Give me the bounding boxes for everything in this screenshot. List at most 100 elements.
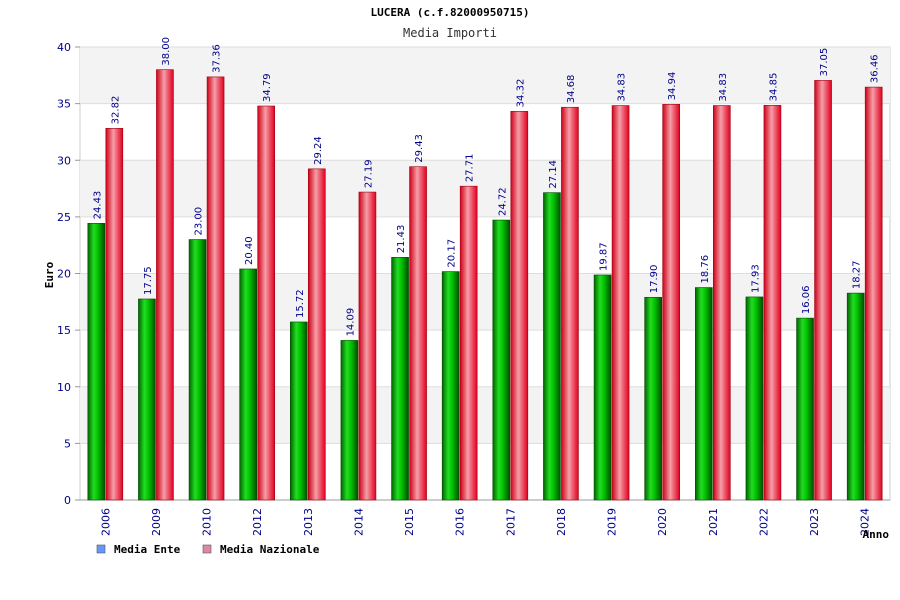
x-tick-label: 2010 [201, 508, 214, 536]
bar-media-ente-2022 [745, 296, 764, 501]
data-label: 37.05 [819, 48, 830, 77]
data-label: 27.19 [363, 159, 374, 188]
bar-media-nazionale-2020 [662, 104, 680, 501]
bar-media-nazionale-2022 [763, 105, 782, 501]
bar-media-nazionale-2013 [308, 168, 326, 501]
x-tick-label: 2009 [150, 508, 163, 536]
bar-media-ente-2006 [87, 223, 106, 501]
bar-media-nazionale-2014 [358, 191, 377, 501]
data-label: 34.32 [515, 79, 526, 108]
data-label: 34.79 [262, 73, 273, 102]
bar-media-ente-2019 [593, 274, 612, 501]
data-label: 29.43 [414, 134, 425, 163]
bar-media-nazionale-2016 [459, 185, 478, 501]
y-tick-label: 15 [57, 324, 71, 337]
chart-subtitle: Media Importi [403, 26, 497, 40]
x-tick-label: 2022 [757, 508, 770, 536]
bar-media-ente-2018 [543, 192, 561, 501]
bar-media-ente-2014 [340, 340, 359, 501]
y-tick-label: 0 [64, 494, 71, 507]
data-label: 34.83 [718, 73, 729, 102]
legend-swatch-media-nazionale [202, 544, 212, 554]
data-label: 14.09 [345, 308, 356, 337]
data-label: 34.83 [617, 73, 628, 102]
bar-media-nazionale-2009 [156, 69, 174, 501]
bar-media-nazionale-2006 [105, 128, 124, 501]
x-tick-label: 2016 [454, 508, 467, 536]
x-tick-label: 2014 [352, 508, 365, 536]
bar-media-ente-2015 [391, 257, 409, 501]
x-tick-label: 2023 [808, 508, 821, 536]
data-label: 19.87 [599, 242, 610, 271]
y-tick-label: 25 [57, 211, 71, 224]
bar-media-nazionale-2023 [814, 80, 832, 501]
x-tick-label: 2017 [504, 508, 517, 536]
bars [87, 69, 883, 501]
bar-media-nazionale-2018 [561, 106, 579, 501]
x-tick-label: 2021 [707, 508, 720, 536]
y-axis-ticks: 0 5 10 15 20 25 30 35 40 [57, 41, 80, 507]
data-label: 36.46 [870, 54, 881, 83]
x-tick-label: 2018 [555, 508, 568, 536]
y-tick-label: 5 [64, 437, 71, 450]
data-label: 24.72 [497, 187, 508, 216]
data-label: 21.43 [396, 225, 407, 254]
bar-media-nazionale-2012 [257, 105, 275, 501]
x-tick-label: 2013 [302, 508, 315, 536]
y-tick-label: 35 [57, 98, 71, 111]
legend: Media Ente Media Nazionale [96, 543, 320, 556]
legend-label-media-nazionale: Media Nazionale [220, 543, 320, 556]
x-tick-label: 2012 [251, 508, 264, 536]
y-tick-label: 20 [57, 268, 71, 281]
data-label: 29.24 [313, 136, 324, 165]
data-label: 27.14 [548, 160, 559, 189]
bar-media-ente-2020 [644, 296, 662, 501]
data-label: 27.71 [465, 154, 476, 183]
data-labels: 24.43 32.82 17.75 38.00 23.00 37.36 20.40 34.79… [92, 37, 880, 336]
data-label: 17.93 [750, 264, 761, 293]
data-label: 34.94 [667, 72, 678, 101]
y-tick-label: 10 [57, 381, 71, 394]
bar-media-ente-2023 [796, 317, 814, 501]
x-tick-label: 2024 [859, 508, 872, 536]
data-label: 38.00 [161, 37, 172, 66]
bar-media-nazionale-2024 [864, 86, 883, 501]
bar-media-nazionale-2019 [611, 105, 630, 501]
bar-media-ente-2017 [492, 219, 511, 501]
data-label: 20.17 [447, 239, 458, 268]
legend-swatch-media-ente [96, 544, 106, 554]
y-axis-label: Euro [43, 261, 56, 288]
data-label: 18.27 [852, 260, 863, 289]
data-label: 20.40 [244, 236, 255, 265]
x-tick-label: 2015 [403, 508, 416, 536]
bar-media-nazionale-2015 [409, 166, 427, 501]
x-tick-label: 2006 [99, 508, 112, 536]
bar-media-ente-2010 [188, 239, 207, 501]
data-label: 32.82 [110, 96, 121, 125]
x-axis-label: Anno [863, 528, 890, 541]
x-tick-label: 2020 [656, 508, 669, 536]
bar-media-ente-2016 [441, 271, 460, 501]
data-label: 17.75 [143, 266, 154, 295]
bar-media-nazionale-2021 [713, 105, 731, 501]
bar-media-nazionale-2010 [206, 76, 225, 501]
bar-media-nazionale-2017 [510, 111, 529, 501]
y-tick-label: 40 [57, 41, 71, 54]
x-axis-ticks: 2006 2009 2010 2012 2013 2014 2015 2016 2017 2018… [99, 508, 871, 536]
legend-label-media-ente: Media Ente [114, 543, 181, 556]
bar-media-ente-2012 [239, 268, 257, 501]
data-label: 16.06 [801, 285, 812, 314]
bar-media-ente-2024 [846, 292, 865, 501]
data-label: 24.43 [92, 191, 103, 220]
data-label: 18.76 [700, 255, 711, 284]
x-tick-label: 2019 [606, 508, 619, 536]
data-label: 17.90 [649, 265, 660, 294]
data-label: 37.36 [212, 44, 223, 73]
y-tick-label: 30 [57, 154, 71, 167]
data-label: 34.68 [566, 75, 577, 104]
data-label: 34.85 [768, 73, 779, 102]
data-label: 23.00 [194, 207, 205, 236]
bar-media-ente-2009 [138, 298, 156, 501]
data-label: 15.72 [295, 289, 306, 318]
